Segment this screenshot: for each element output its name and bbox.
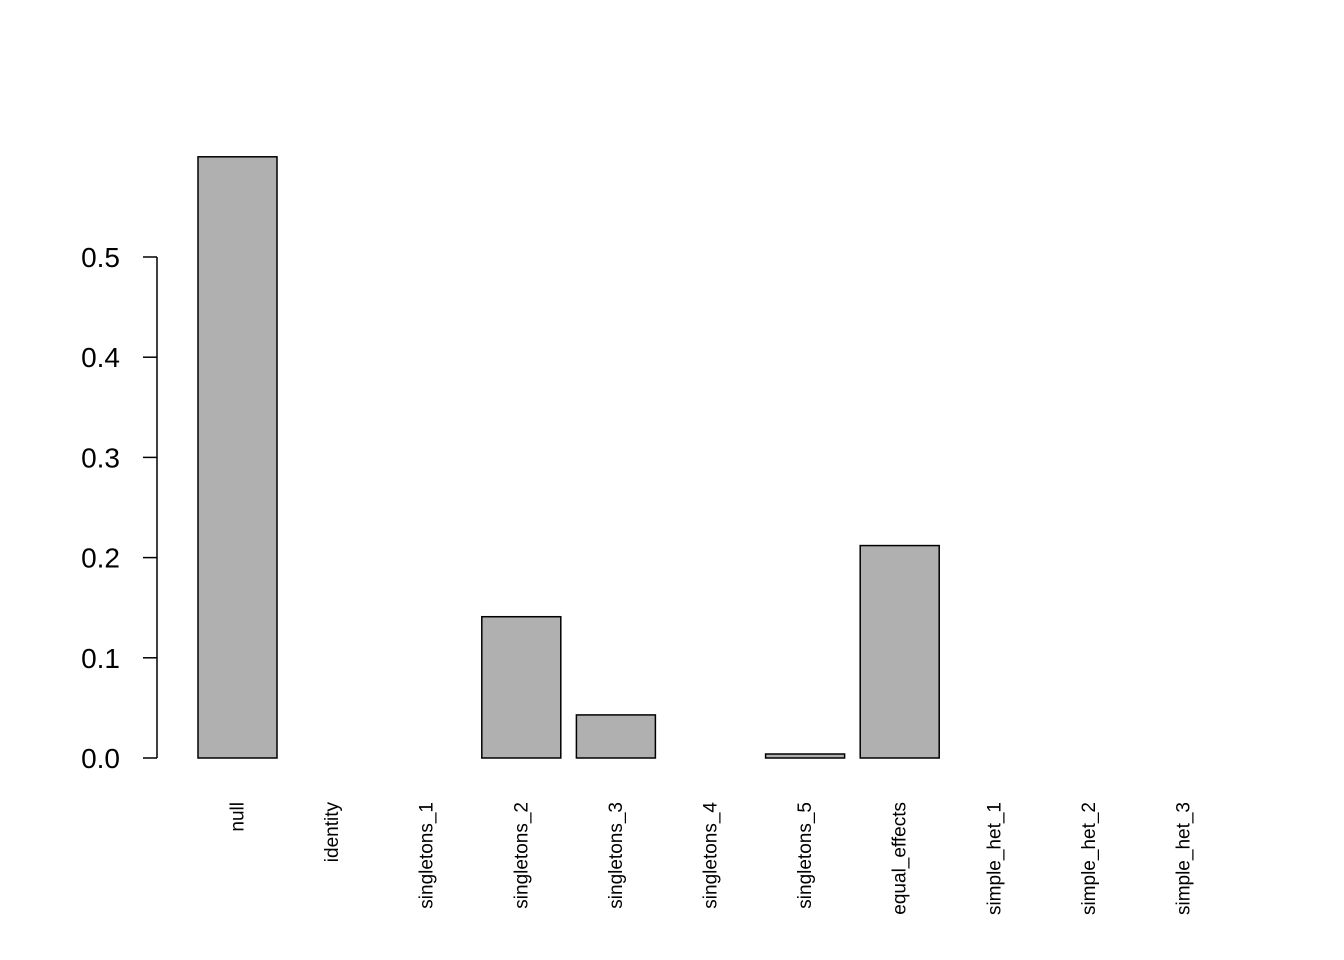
x-label-identity: identity (322, 802, 343, 863)
x-label-equal_effects: equal_effects (890, 802, 911, 915)
bar-singletons_3 (575, 714, 657, 759)
bar-singletons_2 (481, 615, 562, 759)
bar-null (197, 156, 278, 759)
y-tick-label-3: 0.3 (81, 442, 120, 473)
x-label-simple_het_2: simple_het_2 (1079, 802, 1100, 915)
x-label-null: null (228, 802, 249, 832)
x-label-singletons_5: singletons_5 (795, 802, 816, 909)
y-tick-label-5: 0.5 (81, 242, 120, 273)
bar-singletons_5 (764, 753, 846, 759)
category-labels: null identity singletons_1 singletons_2 sing… (228, 802, 1195, 916)
y-axis: 0.0 0.1 0.2 0.3 0.4 0.5 (81, 242, 158, 774)
y-tick-label-0: 0.0 (81, 743, 120, 774)
y-tick-label-4: 0.4 (81, 342, 120, 373)
x-label-singletons_3: singletons_3 (606, 802, 627, 909)
x-label-simple_het_1: simple_het_1 (984, 802, 1005, 915)
x-label-simple_het_3: simple_het_3 (1174, 802, 1195, 915)
bar-equal_effects (859, 544, 940, 759)
y-tick-label-1: 0.1 (81, 643, 120, 674)
x-label-singletons_2: singletons_2 (511, 802, 532, 909)
x-label-singletons_4: singletons_4 (701, 802, 722, 909)
x-label-singletons_1: singletons_1 (417, 802, 438, 909)
y-tick-label-2: 0.2 (81, 543, 120, 574)
bars (197, 156, 940, 759)
